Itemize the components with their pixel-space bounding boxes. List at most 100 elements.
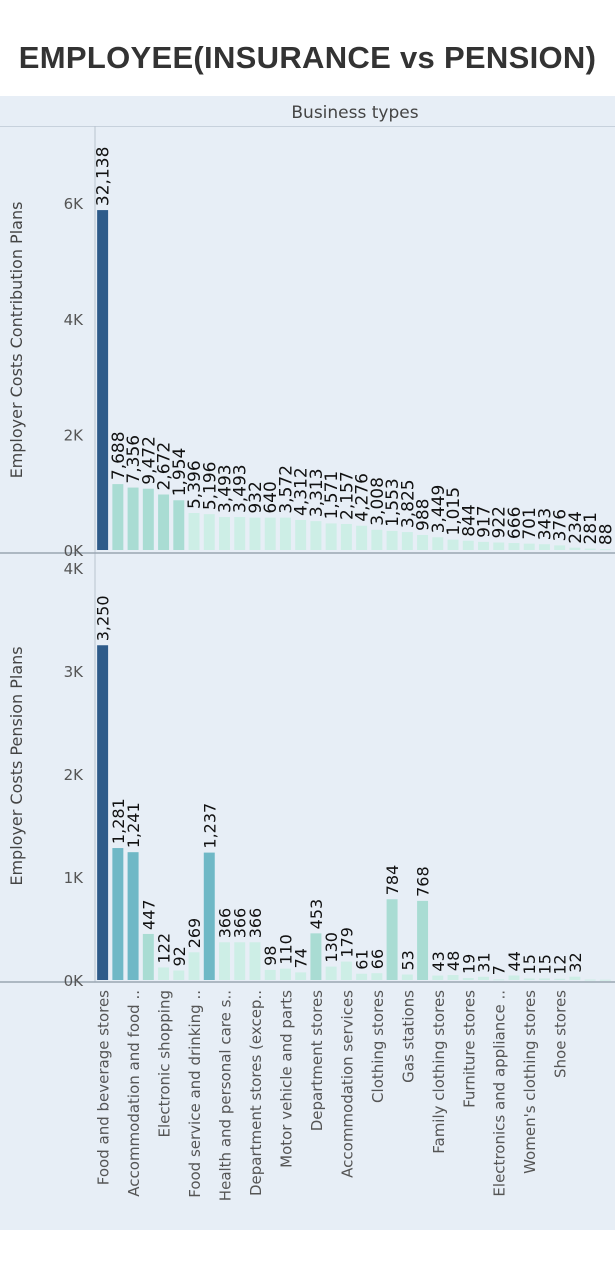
category-label-9: Clothing stores xyxy=(369,990,387,1103)
bar-value-label-1-1: 1,281 xyxy=(109,798,128,844)
bar-1-4 xyxy=(158,967,170,980)
bar-1-27 xyxy=(508,975,520,980)
y-tick-label-0-3: 6K xyxy=(64,195,85,213)
bar-value-label-1-7: 1,237 xyxy=(200,803,219,849)
bar-value-label-1-31: 32 xyxy=(566,952,585,972)
category-label-4: Health and personal care s.. xyxy=(217,990,235,1201)
bar-value-label-0-16: 2,157 xyxy=(337,471,357,520)
bar-1-28 xyxy=(523,978,535,980)
category-label-6: Motor vehicle and parts xyxy=(277,990,295,1168)
chart-title: EMPLOYEE(INSURANCE vs PENSION) xyxy=(18,40,597,75)
bar-value-label-0-26: 922 xyxy=(490,506,510,538)
bar-value-label-0-18: 3,008 xyxy=(368,477,388,526)
bar-1-15 xyxy=(325,966,337,980)
bar-value-label-1-30: 12 xyxy=(551,954,570,974)
bar-value-label-1-14: 453 xyxy=(307,899,326,930)
bar-1-19 xyxy=(386,899,398,980)
bar-value-label-1-3: 447 xyxy=(139,899,158,930)
bar-value-label-1-29: 15 xyxy=(535,954,554,974)
category-label-8: Accommodation services xyxy=(338,990,356,1178)
bar-0-9 xyxy=(234,517,246,550)
bar-value-label-1-28: 15 xyxy=(520,954,539,974)
bar-0-2 xyxy=(127,487,139,550)
bar-value-label-0-0: 32,138 xyxy=(94,147,114,206)
bar-1-8 xyxy=(219,942,230,980)
bar-0-3 xyxy=(142,488,154,550)
bar-value-label-1-2: 1,241 xyxy=(124,802,143,848)
category-label-0: Food and beverage stores xyxy=(95,990,113,1185)
category-label-5: Department stores (excep.. xyxy=(247,990,265,1196)
bar-0-1 xyxy=(112,484,124,550)
bar-0-13 xyxy=(295,519,307,550)
bar-0-6 xyxy=(188,513,200,550)
bar-value-label-0-19: 1,553 xyxy=(383,478,403,527)
bar-value-label-0-22: 3,449 xyxy=(429,485,449,534)
bar-0-28 xyxy=(523,543,535,550)
bar-value-label-1-4: 122 xyxy=(155,933,174,964)
bar-0-21 xyxy=(417,534,429,550)
bar-value-label-1-9: 366 xyxy=(231,908,250,939)
y-tick-label-1-0: 0K xyxy=(64,972,85,990)
bar-value-label-1-21: 768 xyxy=(414,866,433,897)
bar-value-label-0-14: 3,313 xyxy=(307,468,327,517)
bar-0-15 xyxy=(325,523,337,550)
bar-1-25 xyxy=(478,976,489,980)
category-label-14: Women's clothing stores xyxy=(521,990,539,1174)
y-tick-label-1-2: 2K xyxy=(64,766,85,784)
bar-1-17 xyxy=(356,973,368,980)
category-label-11: Family clothing stores xyxy=(430,990,448,1154)
bar-1-22 xyxy=(432,975,444,980)
bar-value-label-1-16: 179 xyxy=(337,927,356,958)
bar-value-label-1-11: 98 xyxy=(261,946,280,966)
bar-value-label-1-8: 366 xyxy=(216,908,235,939)
bar-0-32 xyxy=(584,548,596,550)
bar-value-label-0-21: 988 xyxy=(414,499,434,531)
bar-0-8 xyxy=(219,517,230,550)
bar-0-23 xyxy=(447,539,459,550)
bar-1-18 xyxy=(371,973,383,980)
y-tick-label-1-1: 1K xyxy=(64,869,85,887)
bar-0-30 xyxy=(554,545,566,550)
bar-value-label-0-24: 844 xyxy=(459,504,479,536)
bar-0-29 xyxy=(538,544,550,550)
bar-value-label-1-17: 61 xyxy=(353,949,372,969)
category-label-13: Electronics and appliance .. xyxy=(491,990,509,1197)
bar-value-label-0-5: 1,954 xyxy=(170,448,190,497)
bar-1-31 xyxy=(569,976,581,980)
bar-0-7 xyxy=(203,514,215,550)
bar-0-20 xyxy=(401,532,413,550)
bar-0-10 xyxy=(249,517,261,550)
bar-1-13 xyxy=(295,972,307,980)
bar-0-12 xyxy=(279,517,291,550)
bar-value-label-1-12: 110 xyxy=(276,934,295,965)
bar-0-31 xyxy=(569,547,581,550)
category-label-15: Shoe stores xyxy=(552,990,570,1078)
bar-1-12 xyxy=(279,968,291,980)
category-label-3: Food service and drinking .. xyxy=(186,990,204,1198)
bar-1-21 xyxy=(417,900,429,980)
bar-0-19 xyxy=(386,530,398,550)
bar-1-24 xyxy=(462,978,474,980)
bar-1-14 xyxy=(310,933,322,980)
category-label-1: Accommodation and food .. xyxy=(125,990,143,1197)
bar-value-label-0-17: 4,276 xyxy=(353,473,373,522)
bar-0-14 xyxy=(310,521,322,550)
bar-value-label-1-25: 31 xyxy=(475,952,494,972)
bar-1-29 xyxy=(538,978,550,980)
bar-value-label-1-19: 784 xyxy=(383,865,402,896)
bar-0-22 xyxy=(432,537,444,550)
y-axis-label-0: Employer Costs Contribution Plans xyxy=(7,202,26,479)
bar-0-25 xyxy=(478,541,489,550)
bar-value-label-1-27: 44 xyxy=(505,951,524,971)
y-tick-label-0-1: 2K xyxy=(64,426,85,444)
bar-value-label-1-0: 3,250 xyxy=(94,595,113,641)
bar-value-label-0-32: 281 xyxy=(581,512,601,544)
bar-value-label-0-6: 5,396 xyxy=(185,460,205,509)
bar-value-label-1-20: 53 xyxy=(398,950,417,970)
bar-1-6 xyxy=(188,952,200,980)
y-tick-label-0-2: 4K xyxy=(64,311,85,329)
bar-value-label-1-15: 130 xyxy=(322,932,341,963)
bar-1-20 xyxy=(401,974,413,980)
header-divider xyxy=(0,126,615,127)
